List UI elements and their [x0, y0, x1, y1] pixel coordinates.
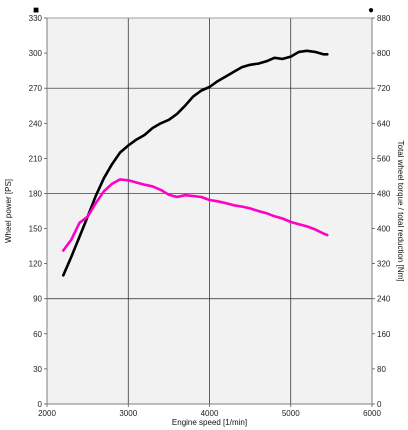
y-tick-label: 120 [29, 260, 43, 269]
y-axis-left-label: Wheel power [PS] [4, 179, 13, 243]
y-tick-label: 0 [38, 400, 43, 409]
y-tick-label: 30 [33, 365, 42, 374]
series-line-power [61, 49, 329, 277]
y2-tick-label: 80 [377, 365, 386, 374]
top-left-marker: ■ [33, 5, 39, 16]
y2-tick-label: 0 [377, 400, 382, 409]
y-tick-label: 90 [33, 295, 42, 304]
series-lines [61, 49, 329, 277]
y-tick-label: 180 [29, 189, 43, 198]
x-tick-label: 5000 [282, 409, 300, 418]
y-axis-right-label: Total wheel torque / total reduction [Nm… [396, 141, 405, 282]
series-line-torque [61, 178, 329, 252]
y2-tick-label: 560 [377, 154, 391, 163]
y-tick-label: 300 [29, 49, 43, 58]
y2-tick-label: 720 [377, 84, 391, 93]
y2-tick-label: 400 [377, 225, 391, 234]
y2-tick-label: 160 [377, 330, 391, 339]
x-tick-label: 4000 [201, 409, 219, 418]
y2-tick-label: 640 [377, 119, 391, 128]
x-axis-label: Engine speed [1/min] [172, 418, 247, 427]
y-tick-label: 240 [29, 119, 43, 128]
y-tick-label: 270 [29, 84, 43, 93]
y2-tick-label: 800 [377, 49, 391, 58]
y-tick-label: 210 [29, 154, 43, 163]
y-axis-right: 0 80 160 240 320 400 480 560 640 720 800 880 [372, 14, 391, 409]
y-tick-label: 150 [29, 225, 43, 234]
x-tick-label: 2000 [38, 409, 56, 418]
x-axis: 2000 3000 4000 5000 6000 [38, 404, 381, 418]
y-axis-left: 0 30 60 90 120 150 180 210 240 270 300 330 [29, 14, 47, 409]
y2-tick-label: 880 [377, 14, 391, 23]
y-tick-label: 330 [29, 14, 43, 23]
y2-tick-label: 240 [377, 295, 391, 304]
top-right-marker: ● [368, 5, 374, 16]
y2-tick-label: 320 [377, 260, 391, 269]
x-tick-label: 3000 [119, 409, 137, 418]
y-tick-label: 60 [33, 330, 42, 339]
y2-tick-label: 480 [377, 189, 391, 198]
x-tick-label: 6000 [363, 409, 381, 418]
